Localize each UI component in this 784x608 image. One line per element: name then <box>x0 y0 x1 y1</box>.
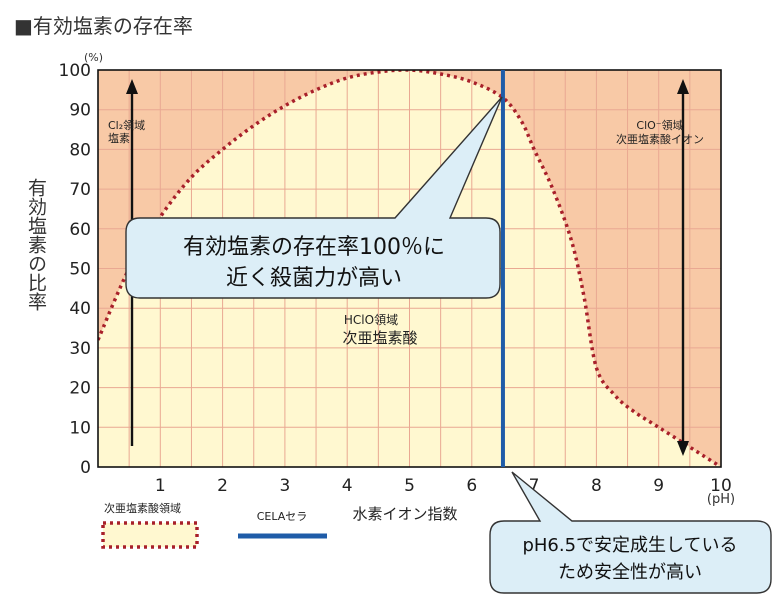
y-axis-unit: (%) <box>84 51 103 64</box>
x-tick-label: 7 <box>529 476 540 496</box>
page-title: ■有効塩素の存在率 <box>14 14 193 38</box>
cl2-region-sublabel: 塩素 <box>108 131 130 145</box>
y-tick-labels: 0 10 20 30 40 50 60 70 80 90 100 <box>59 61 91 478</box>
clo-region-arrow <box>677 79 689 456</box>
ph-callout-text-line2: ため安全性が高い <box>558 562 702 583</box>
x-axis-unit: (pH) <box>707 492 735 507</box>
x-tick-label: 6 <box>466 476 477 496</box>
y-tick-label: 40 <box>69 299 91 319</box>
y-tick-label: 70 <box>69 180 91 200</box>
hclo-region-sublabel: 次亜塩素酸 <box>342 329 417 347</box>
hclo-region-label: HClO領域 <box>344 312 398 327</box>
y-axis-label: 有効塩素の比率 <box>25 178 47 311</box>
y-tick-label: 60 <box>69 220 91 240</box>
y-tick-label: 0 <box>80 458 91 478</box>
main-callout-text-line2: 近く殺菌力が高い <box>226 266 402 291</box>
x-tick-label: 1 <box>155 476 166 496</box>
x-tick-label: 5 <box>404 476 415 496</box>
legend-hclo-label: 次亜塩素酸領域 <box>104 501 181 515</box>
ph-callout-bubble <box>489 471 772 594</box>
hclo-curve <box>98 70 721 467</box>
x-axis-label: 水素イオン指数 <box>352 505 457 523</box>
x-tick-labels: 1 2 3 4 5 6 7 8 9 10 <box>155 476 732 496</box>
plot-frame <box>97 69 722 468</box>
y-tick-label: 10 <box>69 418 91 438</box>
clo-region-label: ClO⁻領域 <box>636 118 683 132</box>
cl2-region-label: Cl₂領域 <box>108 118 145 132</box>
y-tick-label: 90 <box>69 101 91 121</box>
y-tick-label: 80 <box>69 140 91 160</box>
y-tick-label: 50 <box>69 260 91 280</box>
clo-region-sublabel: 次亜塩素酸イオン <box>616 132 704 146</box>
y-tick-label: 20 <box>69 379 91 399</box>
x-tick-label: 2 <box>217 476 228 496</box>
x-tick-label: 9 <box>653 476 664 496</box>
y-tick-label: 30 <box>69 339 91 359</box>
main-callout-text-line1: 有効塩素の存在率100％に <box>183 235 445 260</box>
ph-callout-text-line1: pH6.5で安定成生している <box>522 535 737 556</box>
x-tick-label: 4 <box>342 476 353 496</box>
y-tick-label: 100 <box>59 61 91 81</box>
legend-hclo-swatch <box>101 521 199 549</box>
main-callout-bubble <box>125 96 503 299</box>
x-tick-label: 10 <box>710 476 732 496</box>
x-tick-label: 8 <box>591 476 602 496</box>
legend-cela-label: CELAセラ <box>257 510 308 523</box>
x-tick-label: 3 <box>279 476 290 496</box>
